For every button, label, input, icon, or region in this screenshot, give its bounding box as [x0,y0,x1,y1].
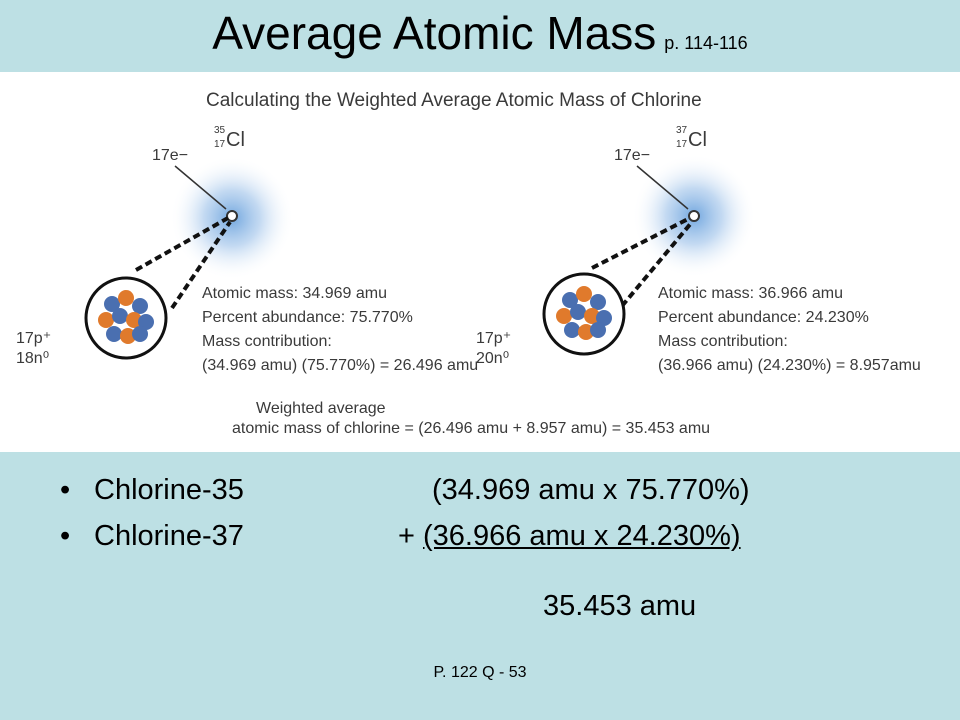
contribution-label-a: Mass contribution: [202,333,332,350]
symbol-b: Cl [688,129,707,151]
electrons-label-a: 17e− [152,147,188,164]
atomic-number-b: 17 [676,139,688,150]
underlined-calculation: (36.966 amu x 24.230%) [423,520,741,552]
nucleus-dot-a [226,210,238,222]
contribution-b: (36.966 amu) (24.230%) = 8.957amu [658,357,921,374]
zoom-line-b2 [620,220,694,308]
atomic-mass-b: Atomic mass: 36.966 amu [658,285,843,302]
nucleus-a [98,290,154,344]
nucleus-dot-b [688,210,700,222]
slide-title: Average Atomic Mass p. 114-116 [0,6,960,60]
bullet-dot: • [60,474,71,506]
total-result: 35.453 amu [543,590,697,622]
neutrons-label-a: 18n⁰ [16,350,49,367]
isotope-cl37: 17e− 37 17 Cl 17p⁺ 20n⁰ Atomic mass: 36.… [476,125,921,374]
mass-number-a: 35 [214,125,226,136]
page-reference: p. 114-116 [664,33,748,53]
isotope-name: Chlorine-35 [94,474,244,506]
zoom-line-a1 [135,216,229,272]
plus-sign: + [398,520,423,552]
electron-pointer-a [174,165,227,210]
electron-pointer-b [636,165,689,210]
slide-footer: P. 122 Q - 53 [433,664,527,681]
chlorine-figure: Calculating the Weighted Average Atomic … [0,72,960,452]
chlorine-diagram: Calculating the Weighted Average Atomic … [16,90,921,437]
isotope-calculation: + (36.966 amu x 24.230%) [398,520,741,553]
atomic-number-a: 17 [214,139,226,150]
zoom-line-a2 [170,220,232,310]
contribution-label-b: Mass contribution: [658,333,788,350]
figure-heading: Calculating the Weighted Average Atomic … [206,90,702,111]
isotope-cl35: 17e− 35 17 Cl 17p⁺ 18n⁰ Atomic mass: 34.… [16,125,478,374]
protons-label-a: 17p⁺ [16,330,51,347]
title-text: Average Atomic Mass [212,7,657,59]
symbol-a: Cl [226,129,245,151]
list-item: • Chlorine-37 + (36.966 amu x 24.230%) [60,520,940,566]
weighted-average-equation: atomic mass of chlorine = (26.496 amu + … [232,420,710,437]
atomic-mass-a: Atomic mass: 34.969 amu [202,285,387,302]
list-item: • Chlorine-35 (34.969 amu x 75.770%) [60,474,940,520]
bullet-dot: • [60,520,71,552]
abundance-a: Percent abundance: 75.770% [202,309,413,326]
zoom-line-b1 [591,216,691,270]
electrons-label-b: 17e− [614,147,650,164]
abundance-b: Percent abundance: 24.230% [658,309,869,326]
neutrons-label-b: 20n⁰ [476,350,509,367]
isotope-name: Chlorine-37 [94,520,244,552]
calculation-list: • Chlorine-35 (34.969 amu x 75.770%) • C… [60,474,940,566]
contribution-a: (34.969 amu) (75.770%) = 26.496 amu [202,357,478,374]
weighted-average-label: Weighted average [256,400,386,417]
mass-number-b: 37 [676,125,688,136]
isotope-calculation: (34.969 amu x 75.770%) [432,474,750,506]
protons-label-b: 17p⁺ [476,330,511,347]
nucleus-b [556,286,612,340]
